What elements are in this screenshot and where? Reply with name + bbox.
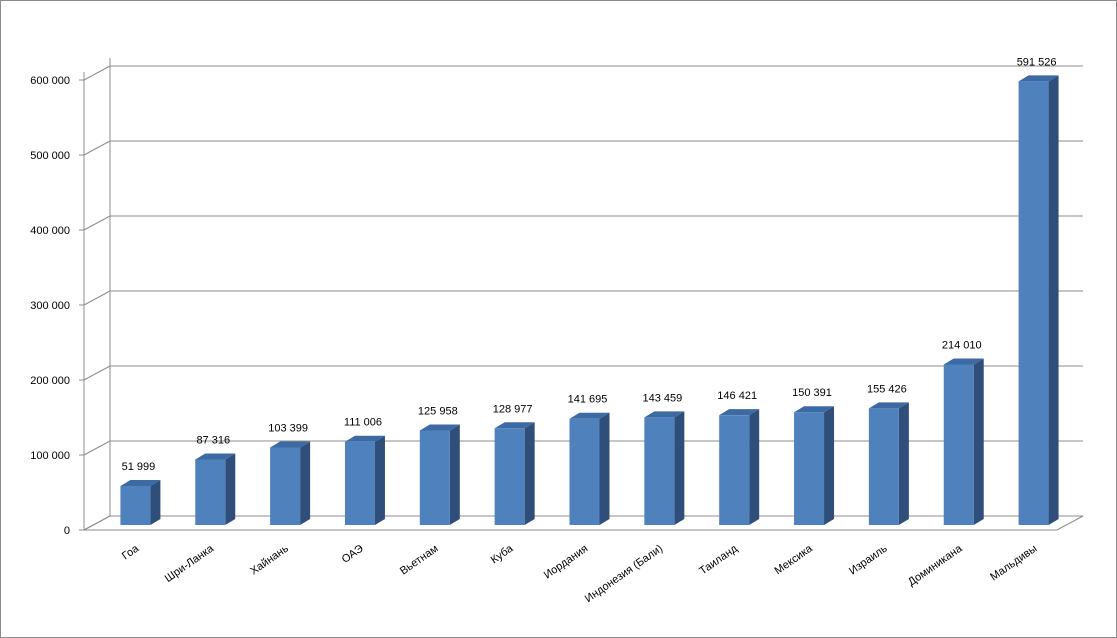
x-tick-label: ОАЭ bbox=[340, 543, 366, 566]
chart-floor bbox=[83, 515, 1084, 531]
bar-side bbox=[973, 358, 984, 525]
x-tick-label: Таиланд bbox=[697, 542, 740, 577]
grid-layer bbox=[79, 58, 1084, 531]
bar-side bbox=[824, 406, 835, 525]
data-label: 143 459 bbox=[642, 392, 682, 404]
bar-side bbox=[599, 412, 610, 525]
labels-layer: 0 100 000 200 000 300 000 400 000 500 000 600 … bbox=[30, 56, 1056, 605]
gridline-depth bbox=[83, 365, 111, 381]
bar[interactable] bbox=[719, 409, 760, 525]
bar-top bbox=[794, 406, 835, 413]
bar-top bbox=[1018, 75, 1059, 82]
bar-front bbox=[943, 364, 974, 525]
gridline-depth bbox=[83, 140, 111, 156]
bar-top bbox=[494, 422, 535, 429]
x-tick-label: Мексика bbox=[773, 542, 816, 577]
bar-top bbox=[943, 358, 984, 365]
bar-front bbox=[1018, 81, 1049, 525]
bar-side bbox=[449, 424, 460, 525]
data-label: 141 695 bbox=[568, 394, 608, 406]
y-tick-label: 300 000 bbox=[30, 300, 70, 312]
bar-side bbox=[300, 441, 311, 525]
bar-top bbox=[344, 435, 385, 442]
data-label: 111 006 bbox=[344, 417, 382, 429]
data-label: 146 421 bbox=[717, 390, 757, 402]
y-tick-label: 600 000 bbox=[30, 75, 70, 87]
bar-top bbox=[419, 424, 460, 431]
x-tick-label: Куба bbox=[489, 542, 516, 566]
data-label: 103 399 bbox=[268, 422, 308, 434]
bar[interactable] bbox=[569, 412, 610, 525]
bar-side bbox=[524, 422, 535, 525]
data-label: 87 316 bbox=[196, 435, 230, 447]
bar-front bbox=[195, 459, 226, 525]
bar-front bbox=[719, 415, 750, 525]
x-tick-label: Шри-Ланка bbox=[163, 542, 217, 585]
gridline-depth bbox=[83, 290, 111, 306]
x-tick-label: Доминикана bbox=[906, 542, 965, 588]
bar-side bbox=[674, 411, 685, 525]
y-tick-label: 400 000 bbox=[30, 225, 70, 237]
bar[interactable] bbox=[120, 480, 161, 525]
bar-front bbox=[494, 428, 525, 525]
gridline-depth bbox=[83, 65, 111, 81]
bars-layer bbox=[120, 75, 1059, 525]
gridline-depth bbox=[83, 215, 111, 231]
x-tick-label: Гоа bbox=[120, 542, 142, 562]
data-label: 591 526 bbox=[1017, 56, 1057, 68]
bar-side bbox=[150, 480, 161, 525]
bar-front bbox=[794, 412, 825, 525]
bar-front bbox=[419, 430, 450, 525]
bar[interactable] bbox=[494, 422, 535, 525]
y-tick-label: 100 000 bbox=[30, 450, 70, 462]
bar[interactable] bbox=[344, 435, 385, 525]
bar-front bbox=[569, 418, 600, 525]
gridline-depth bbox=[83, 440, 111, 456]
x-tick-label: Иордания bbox=[542, 543, 590, 582]
y-tick-label: 200 000 bbox=[30, 375, 70, 387]
data-label: 125 958 bbox=[418, 406, 458, 418]
bar-top bbox=[120, 480, 161, 487]
bar[interactable] bbox=[1018, 75, 1059, 525]
data-label: 128 977 bbox=[493, 403, 533, 415]
bar[interactable] bbox=[943, 358, 984, 525]
bar-front bbox=[120, 486, 151, 525]
bar[interactable] bbox=[644, 411, 685, 525]
bar-front bbox=[644, 417, 675, 525]
bar-front bbox=[868, 408, 899, 525]
bar-side bbox=[374, 435, 385, 525]
y-tick-label: 0 bbox=[64, 525, 70, 537]
x-tick-label: Израиль bbox=[847, 542, 890, 577]
y-tick-label: 500 000 bbox=[30, 150, 70, 162]
bar-top bbox=[719, 409, 760, 416]
bar[interactable] bbox=[419, 424, 460, 525]
bar-top bbox=[270, 441, 311, 448]
bar[interactable] bbox=[868, 402, 909, 525]
bar-top bbox=[644, 411, 685, 418]
bar-top bbox=[569, 412, 610, 419]
bar-side bbox=[1048, 75, 1059, 525]
bar-front bbox=[270, 447, 301, 525]
data-label: 51 999 bbox=[122, 461, 156, 473]
bar-side bbox=[225, 453, 236, 525]
bar[interactable] bbox=[270, 441, 311, 525]
data-label: 150 391 bbox=[792, 387, 832, 399]
bar-side bbox=[898, 402, 909, 525]
bar-side bbox=[749, 409, 760, 525]
bar-top bbox=[868, 402, 909, 409]
bar[interactable] bbox=[794, 406, 835, 525]
bar-front bbox=[344, 441, 375, 525]
bar[interactable] bbox=[195, 453, 236, 525]
x-tick-label: Хайнань bbox=[248, 542, 291, 577]
x-tick-label: Мальдивы bbox=[988, 543, 1039, 584]
x-tick-label: Вьетнам bbox=[398, 543, 441, 578]
bar-top bbox=[195, 453, 236, 460]
x-tick-label: Индонезия (Бали) bbox=[583, 543, 665, 606]
data-label: 155 426 bbox=[867, 383, 907, 395]
data-label: 214 010 bbox=[942, 339, 982, 351]
